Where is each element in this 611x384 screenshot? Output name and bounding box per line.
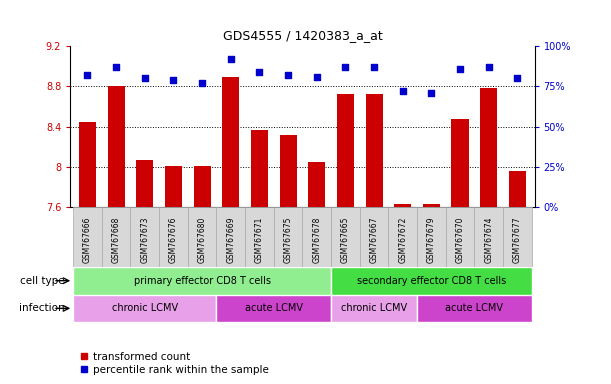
Text: GSM767669: GSM767669 <box>226 216 235 263</box>
Text: acute LCMV: acute LCMV <box>245 303 303 313</box>
Text: GSM767679: GSM767679 <box>427 216 436 263</box>
Text: GSM767665: GSM767665 <box>341 216 350 263</box>
Bar <box>79 122 96 384</box>
Bar <box>480 88 497 384</box>
Point <box>484 64 494 70</box>
Point <box>312 74 321 80</box>
Text: GSM767667: GSM767667 <box>370 216 379 263</box>
Bar <box>423 204 440 384</box>
Bar <box>452 119 469 384</box>
Bar <box>331 207 360 267</box>
Point <box>398 88 408 94</box>
Bar <box>188 207 216 267</box>
Bar <box>245 207 274 267</box>
Point <box>455 66 465 72</box>
Bar <box>194 166 211 384</box>
Bar <box>279 135 297 384</box>
Text: GSM767673: GSM767673 <box>141 216 149 263</box>
Point <box>340 64 350 70</box>
Point <box>284 72 293 78</box>
Bar <box>446 207 474 267</box>
Bar <box>102 207 131 267</box>
Bar <box>108 86 125 384</box>
Text: primary effector CD8 T cells: primary effector CD8 T cells <box>134 276 271 286</box>
Text: chronic LCMV: chronic LCMV <box>112 303 178 313</box>
Bar <box>73 295 216 322</box>
Text: infection: infection <box>18 303 64 313</box>
Bar <box>136 160 153 384</box>
Bar <box>222 77 240 384</box>
Text: acute LCMV: acute LCMV <box>445 303 503 313</box>
Point <box>169 77 178 83</box>
Bar <box>360 207 389 267</box>
Text: GSM767674: GSM767674 <box>485 216 493 263</box>
Bar <box>251 130 268 384</box>
Bar <box>274 207 302 267</box>
Text: GSM767671: GSM767671 <box>255 216 264 263</box>
Bar <box>165 166 182 384</box>
Text: GSM767677: GSM767677 <box>513 216 522 263</box>
Bar <box>417 295 532 322</box>
Point <box>426 90 436 96</box>
Bar <box>73 267 331 295</box>
Bar <box>394 204 411 384</box>
Bar <box>216 207 245 267</box>
Text: GSM767675: GSM767675 <box>284 216 293 263</box>
Bar <box>337 94 354 384</box>
Bar <box>503 207 532 267</box>
Text: GSM767676: GSM767676 <box>169 216 178 263</box>
Bar <box>131 207 159 267</box>
Bar <box>331 267 532 295</box>
Bar <box>308 162 326 384</box>
Bar <box>159 207 188 267</box>
Bar <box>509 171 526 384</box>
Text: GSM767680: GSM767680 <box>197 216 207 263</box>
Point <box>197 80 207 86</box>
Point <box>226 56 236 62</box>
Text: cell type: cell type <box>20 276 64 286</box>
Bar <box>389 207 417 267</box>
Point <box>82 72 92 78</box>
Text: GDS4555 / 1420383_a_at: GDS4555 / 1420383_a_at <box>222 29 382 42</box>
Text: secondary effector CD8 T cells: secondary effector CD8 T cells <box>357 276 506 286</box>
Point <box>513 75 522 81</box>
Bar <box>417 207 446 267</box>
Point <box>140 75 150 81</box>
Text: GSM767670: GSM767670 <box>456 216 464 263</box>
Legend: transformed count, percentile rank within the sample: transformed count, percentile rank withi… <box>76 348 273 379</box>
Bar <box>331 295 417 322</box>
Text: GSM767672: GSM767672 <box>398 216 408 263</box>
Bar <box>216 295 331 322</box>
Point <box>369 64 379 70</box>
Text: GSM767668: GSM767668 <box>112 216 120 263</box>
Text: GSM767678: GSM767678 <box>312 216 321 263</box>
Text: chronic LCMV: chronic LCMV <box>341 303 407 313</box>
Bar <box>73 207 102 267</box>
Bar <box>302 207 331 267</box>
Text: GSM767666: GSM767666 <box>83 216 92 263</box>
Bar <box>365 94 382 384</box>
Point <box>111 64 121 70</box>
Point <box>255 69 265 75</box>
Bar <box>474 207 503 267</box>
